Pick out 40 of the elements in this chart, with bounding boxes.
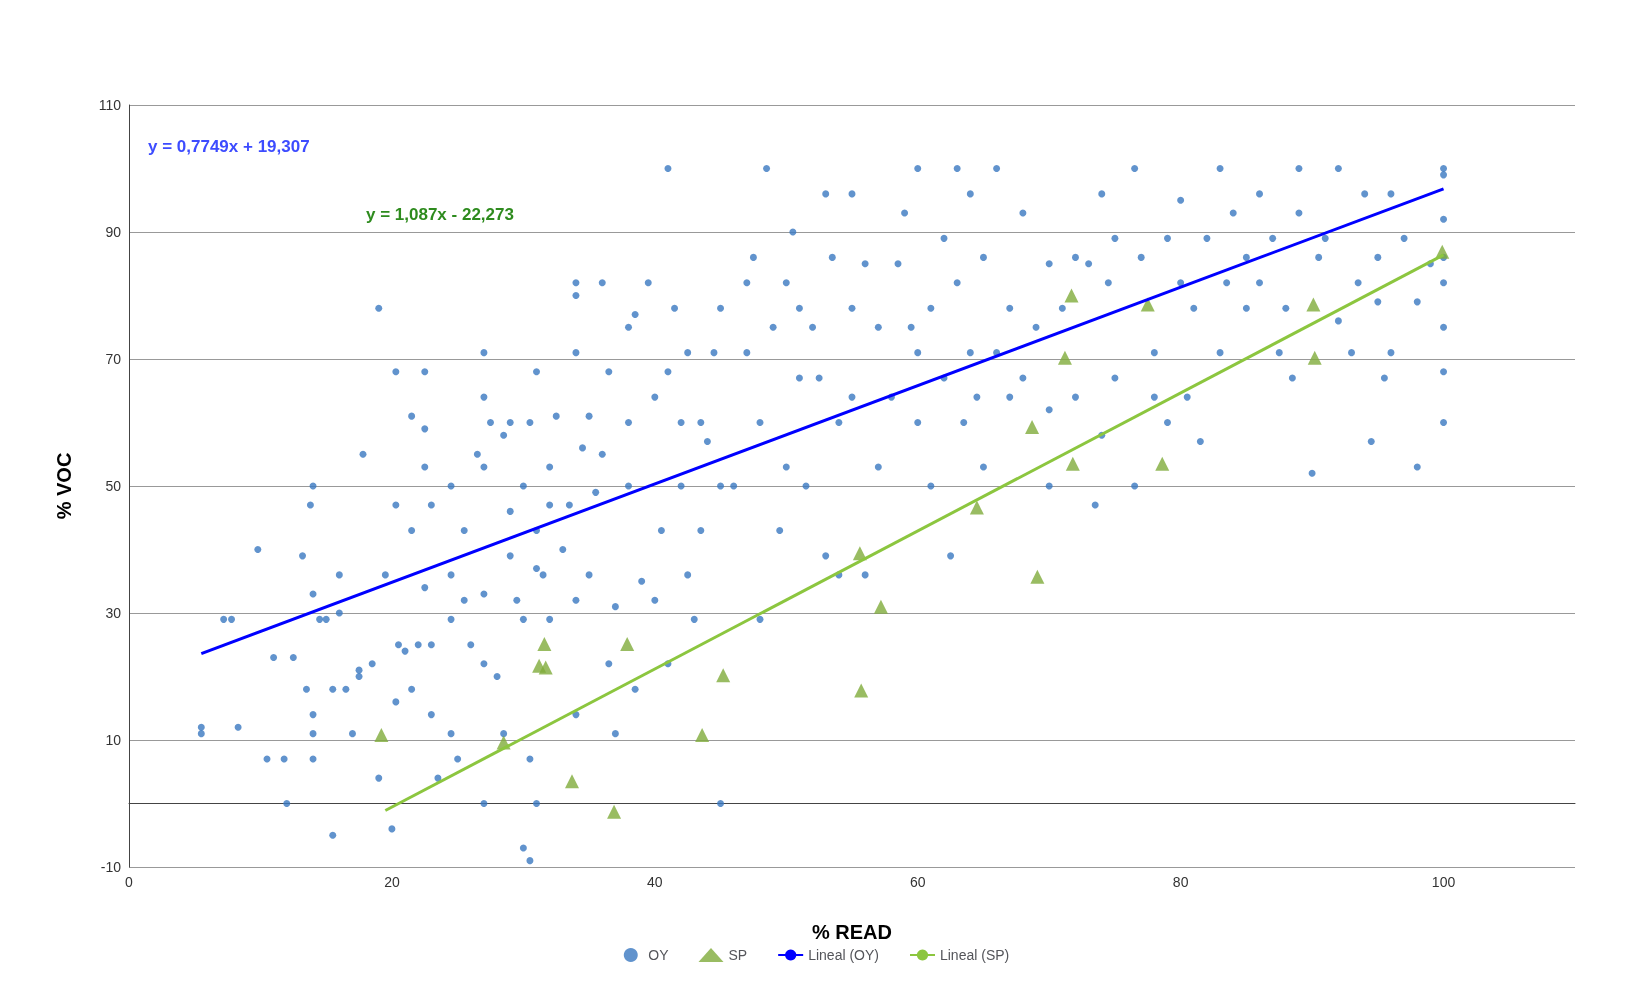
y-tick-label: 30: [105, 605, 122, 621]
x-tick-label: 60: [909, 874, 926, 890]
point: [1155, 456, 1170, 471]
x-tick-label: 40: [647, 874, 663, 890]
x-axis-title: % READ: [811, 921, 893, 943]
y-tick-label: 110: [98, 97, 122, 113]
y-tick-label: 90: [105, 224, 122, 240]
x-tick-label: 20: [384, 874, 400, 890]
legend-label: Lineal (SP): [939, 947, 1010, 963]
y-tick-label: 70: [105, 351, 122, 367]
y-axis-title: % VOC: [53, 452, 75, 520]
point: [1030, 569, 1045, 584]
point: [1025, 419, 1040, 434]
point: [854, 683, 869, 698]
legend-label: Lineal (OY): [808, 947, 879, 963]
legend-label: OY: [648, 947, 670, 963]
point: [374, 727, 389, 742]
legend-label: SP: [728, 947, 748, 963]
point: [969, 500, 984, 515]
point: [538, 660, 553, 675]
point: [537, 637, 552, 652]
y-tick-label: 50: [105, 478, 122, 494]
point: [1307, 350, 1322, 365]
x-tick-label: 100: [1431, 874, 1456, 890]
point: [1306, 297, 1321, 312]
point: [716, 668, 731, 683]
point: [607, 804, 622, 819]
annotation: y = 0,7749x + 19,307: [148, 137, 310, 156]
x-tick-label: 80: [1172, 874, 1189, 890]
point: [620, 637, 635, 652]
point: [565, 774, 579, 789]
y-tick-label: -10: [100, 859, 122, 875]
x-tick-label: 0: [125, 874, 134, 890]
point: [1064, 288, 1079, 303]
annotation: y = 1,087x - 22,273: [366, 205, 514, 224]
point: [873, 599, 888, 614]
point: [695, 727, 710, 742]
point: [1057, 350, 1072, 365]
y-tick-label: 10: [105, 732, 122, 748]
point: [1065, 456, 1080, 471]
